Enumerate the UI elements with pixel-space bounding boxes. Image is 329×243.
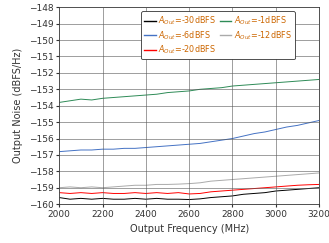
Legend: $A_{Out}$=-30dBFS, $A_{Out}$=-6dBFS, $A_{Out}$=-20dBFS, $A_{Out}$=-1dBFS, $A_{Ou: $A_{Out}$=-30dBFS, $A_{Out}$=-6dBFS, $A_…	[141, 11, 295, 59]
X-axis label: Output Frequency (MHz): Output Frequency (MHz)	[130, 224, 249, 234]
Y-axis label: Output Noise (dBFS/Hz): Output Noise (dBFS/Hz)	[13, 48, 23, 163]
